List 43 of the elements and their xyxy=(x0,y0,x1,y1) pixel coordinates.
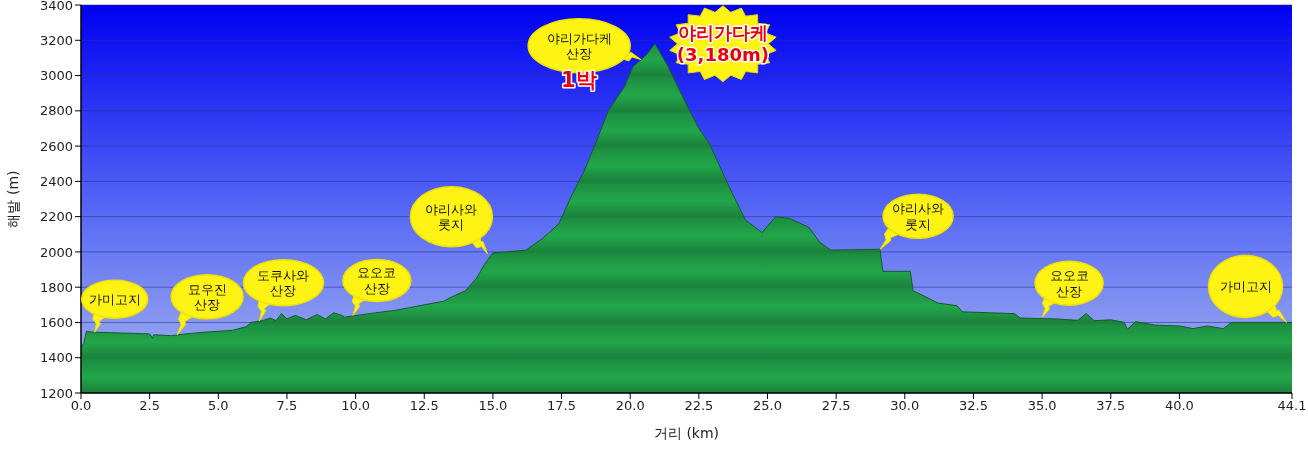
y-tick-label: 2800 xyxy=(39,103,73,119)
x-tick-label: 15.0 xyxy=(478,398,508,414)
y-tick-label: 1200 xyxy=(39,385,73,401)
y-tick-label: 1400 xyxy=(39,350,73,366)
y-tick-label: 3400 xyxy=(39,0,73,13)
x-tick-label: 22.5 xyxy=(684,398,714,414)
y-tick-label: 2200 xyxy=(39,209,73,225)
annotation: 도쿠사와 산장 xyxy=(257,267,310,299)
x-tick-label: 37.5 xyxy=(1096,398,1126,414)
x-tick-label: 25.0 xyxy=(753,398,782,414)
y-tick-label: 3000 xyxy=(39,68,73,84)
y-axis-title: 해발 (m) xyxy=(5,170,21,228)
x-tick-label: 44.1 xyxy=(1277,398,1307,414)
x-tick-label: 2.5 xyxy=(139,398,160,414)
x-tick-label: 20.0 xyxy=(615,398,645,414)
x-tick-label: 35.0 xyxy=(1027,398,1057,414)
y-tick-label: 2400 xyxy=(39,173,73,189)
y-tick-label: 2000 xyxy=(39,244,73,260)
annotation: 야리가다케 (3,180m) xyxy=(676,22,769,66)
x-tick-label: 12.5 xyxy=(409,398,439,414)
x-axis-title: 거리 (km) xyxy=(653,425,720,441)
annotation: 묘우진 산장 xyxy=(187,281,227,313)
y-tick-label: 1800 xyxy=(39,279,73,295)
annotation: 요오코 산장 xyxy=(357,265,397,296)
annotation: 1박 xyxy=(561,68,597,93)
annotation: 야리사와 롯지 xyxy=(425,201,478,233)
y-tick-label: 2600 xyxy=(39,138,73,154)
x-tick-label: 0.0 xyxy=(70,398,92,414)
annotation: 야리사와 롯지 xyxy=(892,201,945,232)
x-tick-label: 27.5 xyxy=(821,398,851,414)
x-tick-label: 30.0 xyxy=(890,398,920,414)
x-tick-label: 5.0 xyxy=(207,398,229,414)
y-tick-label: 3200 xyxy=(39,32,73,48)
x-tick-label: 32.5 xyxy=(958,398,988,414)
x-tick-label: 40.0 xyxy=(1164,398,1194,414)
y-tick-label: 1600 xyxy=(39,315,73,331)
x-tick-label: 7.5 xyxy=(276,398,298,414)
annotation: 야리가다케 산장 xyxy=(546,30,612,62)
x-tick-label: 10.0 xyxy=(341,398,371,414)
annotation: 가미고지 xyxy=(88,291,141,307)
annotation: 요오코 산장 xyxy=(1049,268,1089,299)
annotation: 가미고지 xyxy=(1219,279,1272,295)
x-tick-label: 17.5 xyxy=(547,398,577,414)
